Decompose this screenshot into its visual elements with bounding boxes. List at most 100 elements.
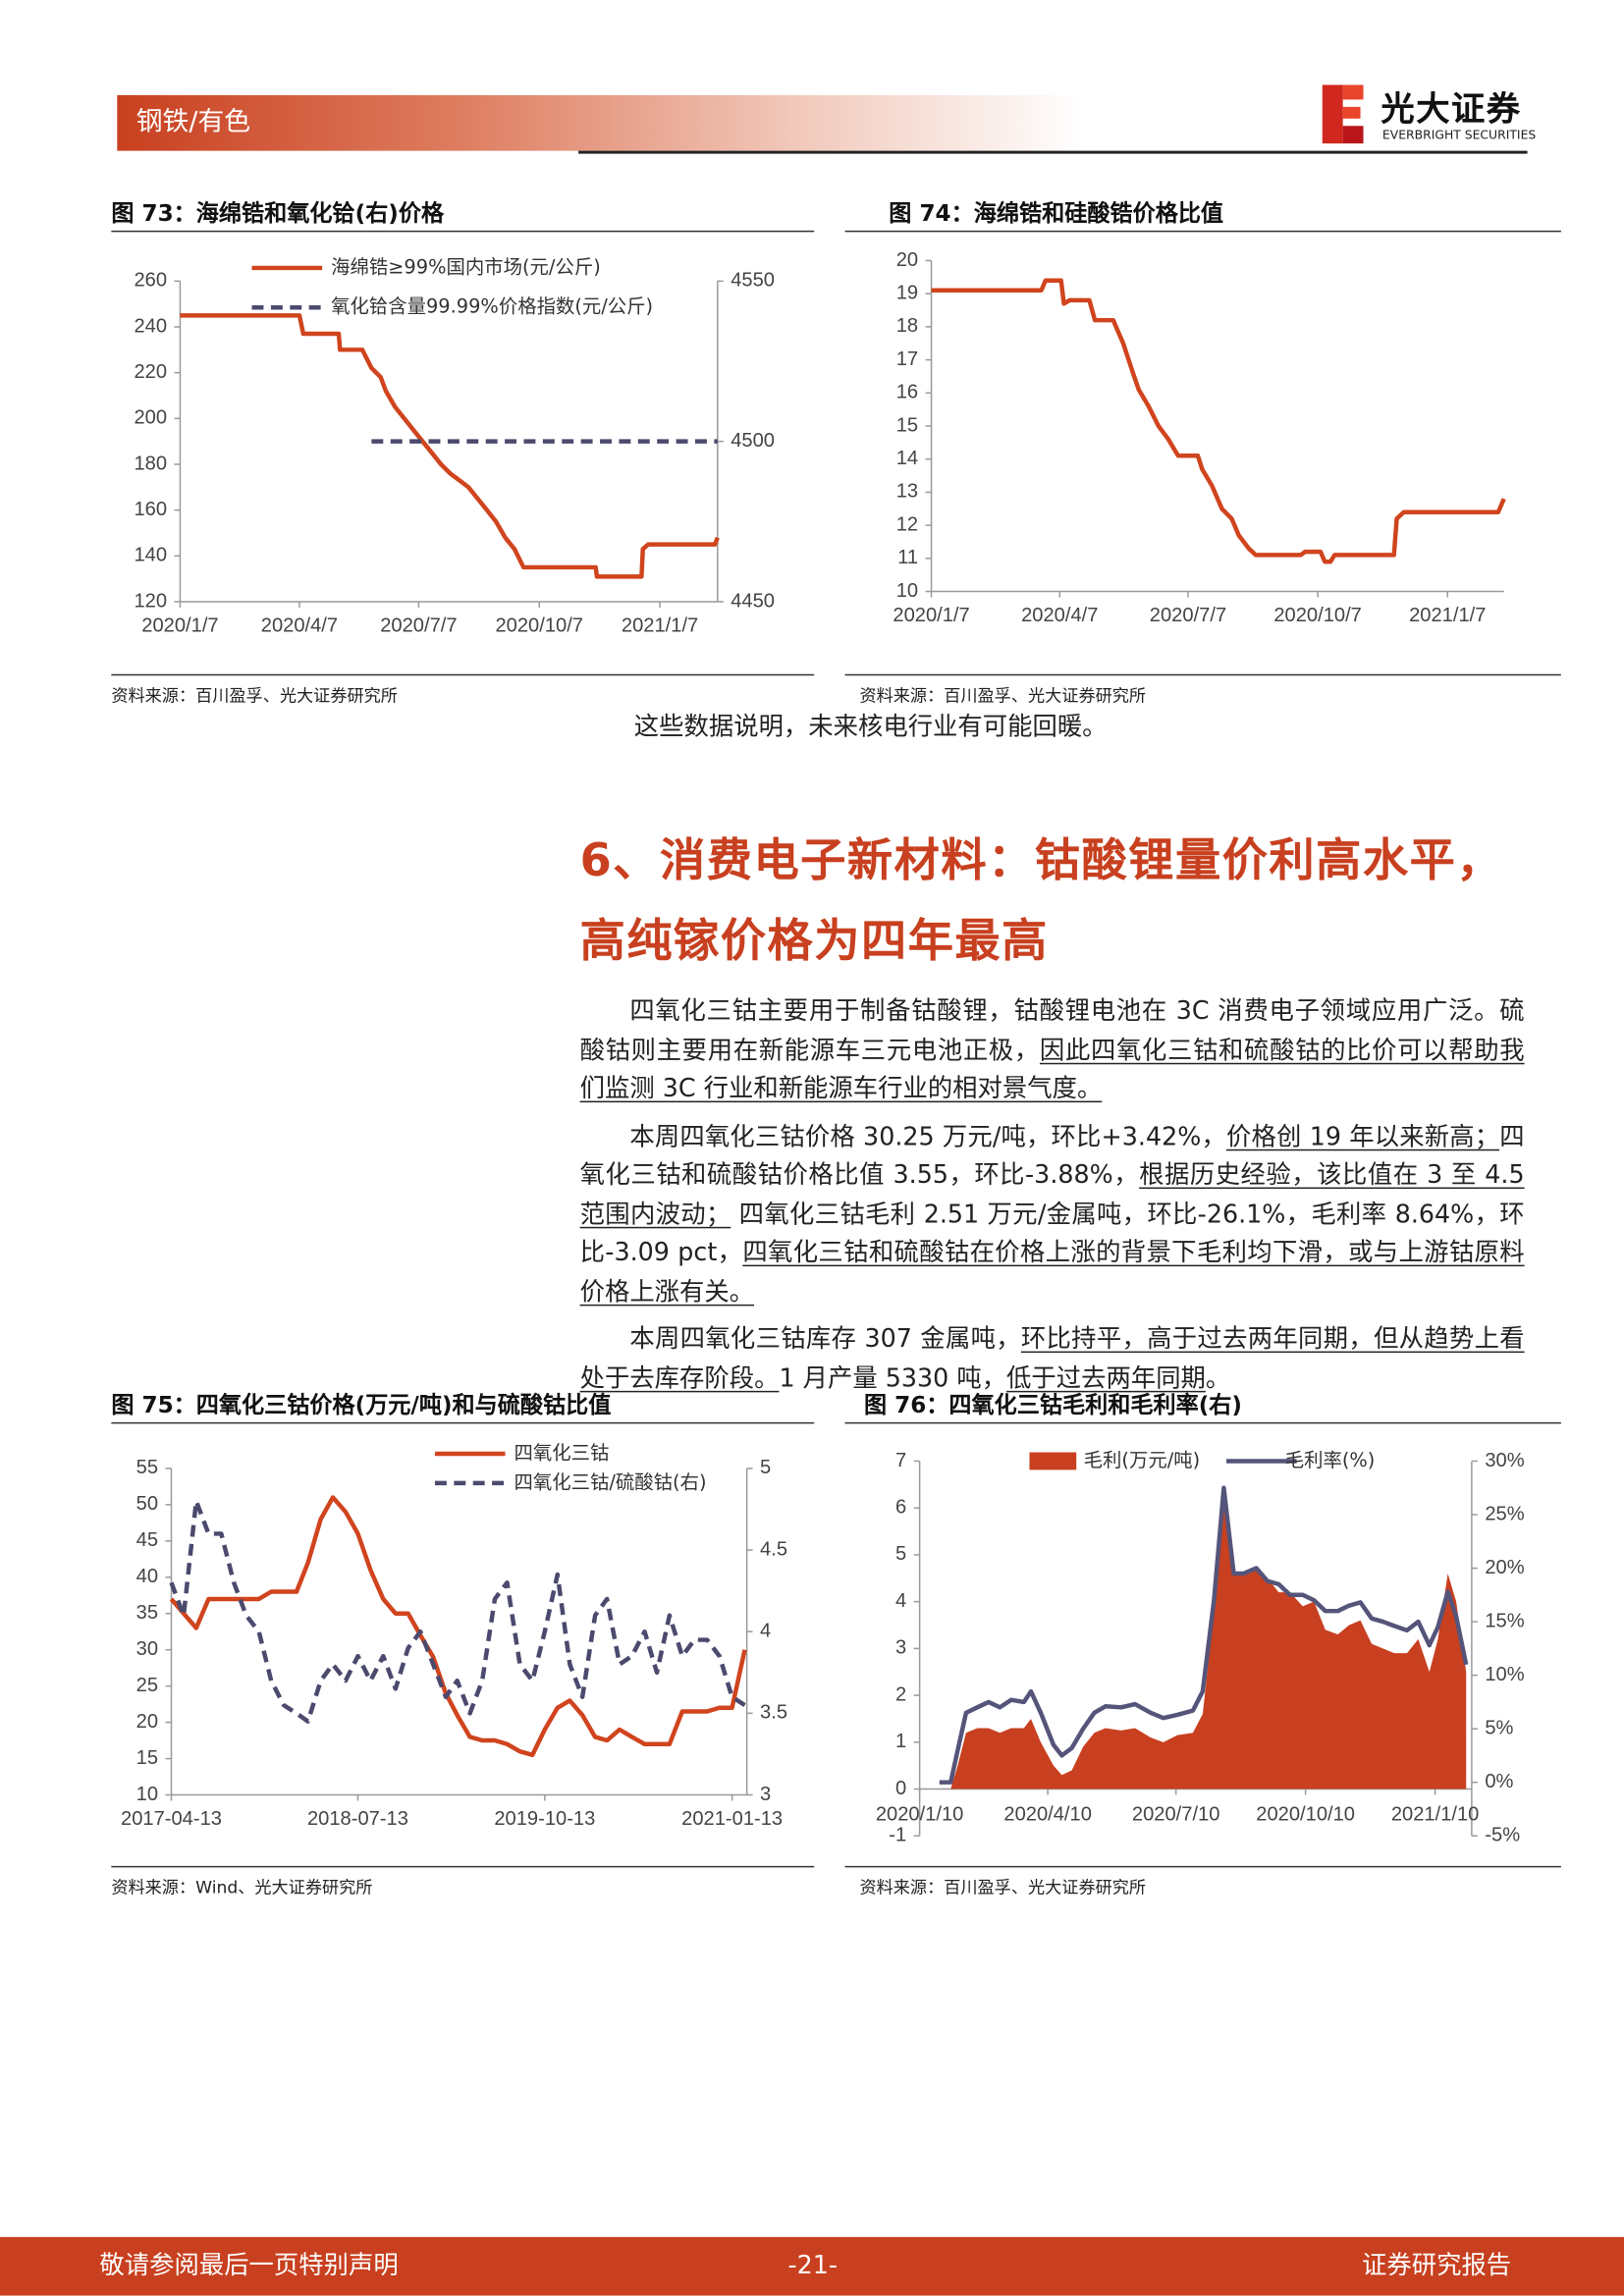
figure-title: 图 76：四氧化三钴毛利和毛利率(右)	[863, 1392, 1242, 1419]
y-tick-label: 10	[896, 580, 918, 602]
body-text: 四氧化三钴主要用于制备钴酸锂，钴酸锂电池在 3C 消费电子领域应用广泛。硫酸钴则…	[580, 992, 1525, 1407]
series-line	[180, 313, 720, 579]
y-tick-label: 40	[136, 1566, 158, 1587]
y-tick-label: 20	[136, 1711, 158, 1733]
footer-band	[0, 2236, 1624, 2296]
y-tick-label: 220	[134, 361, 167, 383]
logo-name: 光大证券	[1380, 90, 1522, 130]
y-tick-label: 200	[134, 407, 167, 429]
text-run: 价格创 19 年以来新高；	[1226, 1122, 1500, 1152]
page-number: -21-	[787, 2251, 839, 2281]
logo-english: EVERBRIGHT SECURITIES	[1381, 127, 1537, 142]
figure-source: 资料来源：百川盈孚、光大证券研究所	[111, 684, 398, 706]
text-run: 本周四氧化三钴价格 30.25 万元/吨，环比+3.42%，	[629, 1122, 1227, 1152]
x-tick-label: 2020/4/7	[261, 615, 338, 637]
y-tick-label: -1	[889, 1825, 906, 1846]
y-tick-label: 55	[136, 1457, 158, 1478]
y-tick-label: 35	[136, 1602, 158, 1624]
y-tick-label: 160	[134, 499, 167, 520]
paragraph: 本周四氧化三钴价格 30.25 万元/吨，环比+3.42%，价格创 19 年以来…	[580, 1118, 1525, 1312]
footer-report: 证券研究报告	[1362, 2251, 1512, 2281]
y2-tick-label: 3.5	[760, 1702, 787, 1724]
text-run: 根据历史经验，该比值在 3 至 4.5 范围内波动；	[579, 1160, 1525, 1230]
text-run: 因此四氧化三钴和硫酸钴的比价可以帮助我们监测 3C 行业和新能源车行业的相对景气…	[579, 1036, 1525, 1104]
y-tick-label: 10	[136, 1784, 158, 1805]
x-tick-label: 2019-10-13	[494, 1808, 595, 1830]
legend-label: 四氧化三钴	[514, 1442, 609, 1465]
x-tick-label: 2020/1/10	[876, 1804, 964, 1826]
legend-swatch	[1029, 1452, 1077, 1470]
y-tick-label: 30	[136, 1638, 158, 1660]
y-tick-label: 4	[895, 1590, 906, 1612]
y-tick-label: 15	[136, 1747, 158, 1769]
x-tick-label: 2020/7/7	[1150, 605, 1226, 626]
y-tick-label: 1	[895, 1731, 906, 1752]
y2-tick-label: 30%	[1485, 1450, 1524, 1471]
x-tick-label: 2020/7/7	[380, 615, 457, 637]
y-tick-label: 140	[134, 545, 167, 566]
y2-tick-label: 20%	[1485, 1557, 1524, 1578]
text-run: 四氧化三钴主要用于制备钴酸锂，钴酸锂电池在 3C 消费电子领域应用广泛。硫酸钴则…	[579, 996, 1525, 1066]
y-tick-label: 25	[136, 1675, 158, 1696]
x-tick-label: 2020/1/7	[141, 615, 218, 637]
figure-source: 资料来源：百川盈孚、光大证券研究所	[859, 684, 1147, 706]
y-tick-label: 240	[134, 315, 167, 337]
y2-tick-label: 4	[760, 1621, 771, 1642]
header-section: 钢铁/有色	[135, 106, 251, 138]
y2-tick-label: 5	[760, 1457, 771, 1478]
section-heading: 6、消费电子新材料：钴酸锂量价利高水平，高纯镓价格为四年最高	[579, 834, 1504, 968]
x-tick-label: 2021-01-13	[681, 1808, 783, 1830]
text-run: 1 月产量 5330 吨，	[779, 1363, 1007, 1394]
figure-source: 资料来源：百川盈孚、光大证券研究所	[859, 1877, 1147, 1897]
y-tick-label: 19	[896, 282, 918, 303]
legend-label: 四氧化三钴/硫酸钴(右)	[514, 1470, 706, 1493]
y-tick-label: 18	[896, 315, 918, 337]
y2-tick-label: -5%	[1485, 1825, 1520, 1846]
y-tick-label: 3	[895, 1637, 906, 1659]
y-tick-label: 12	[896, 513, 918, 535]
y2-tick-label: 4.5	[760, 1538, 787, 1560]
x-tick-label: 2020/4/10	[1003, 1804, 1092, 1826]
y2-tick-label: 5%	[1485, 1717, 1513, 1738]
y2-tick-label: 4450	[731, 590, 775, 612]
y-tick-label: 2	[895, 1683, 906, 1705]
text-run: 环比持平，高于过去两年同期，但从趋势上看处于去库存阶段。	[579, 1324, 1525, 1394]
figure-title: 图 75：四氧化三钴价格(万元/吨)和与硫酸钴比值	[111, 1392, 612, 1419]
y2-tick-label: 3	[760, 1784, 771, 1805]
figure-title: 图 74：海绵锆和硅酸锆价格比值	[889, 200, 1224, 228]
y2-tick-label: 10%	[1485, 1664, 1524, 1685]
x-tick-label: 2021/1/7	[1409, 605, 1486, 626]
y2-tick-label: 15%	[1485, 1610, 1524, 1631]
logo-icon	[1322, 84, 1364, 144]
y-tick-label: 45	[136, 1529, 158, 1551]
series-line	[169, 1498, 746, 1724]
y2-tick-label: 4500	[731, 430, 775, 452]
y-tick-label: 14	[896, 448, 918, 469]
y-tick-label: 13	[896, 481, 918, 503]
text-run: 四氧化三钴毛利 2.51 万元/金属吨，环比-26.1%，毛利率 8.64%，环…	[579, 1200, 1525, 1268]
paragraph: 本周四氧化三钴库存 307 金属吨，环比持平，高于过去两年同期，但从趋势上看处于…	[580, 1320, 1525, 1398]
series-line	[169, 1495, 747, 1758]
y-tick-label: 180	[134, 453, 167, 474]
x-tick-label: 2021/1/10	[1391, 1804, 1480, 1826]
series-area	[939, 1498, 1467, 1789]
x-tick-label: 2021/1/7	[622, 615, 698, 637]
legend-label: 氧化铪含量99.99%价格指数(元/公斤)	[331, 295, 653, 318]
text-run: 本周四氧化三钴库存 307 金属吨，	[629, 1324, 1021, 1355]
series-line	[931, 278, 1506, 564]
y-tick-label: 6	[895, 1496, 906, 1518]
x-tick-label: 2020/7/10	[1132, 1804, 1220, 1826]
y-tick-label: 0	[895, 1778, 906, 1799]
y-tick-label: 15	[896, 414, 918, 436]
legend-label: 海绵锆≥99%国内市场(元/公斤)	[331, 255, 601, 278]
y-tick-label: 260	[134, 270, 167, 292]
text-run: 。	[1205, 1363, 1231, 1394]
header-band	[117, 94, 1084, 151]
legend-label: 毛利率(%)	[1285, 1449, 1376, 1471]
y-tick-label: 7	[895, 1450, 906, 1471]
y-tick-label: 20	[896, 249, 918, 271]
footer-note: 敬请参阅最后一页特别声明	[99, 2251, 399, 2281]
y-tick-label: 50	[136, 1493, 158, 1515]
